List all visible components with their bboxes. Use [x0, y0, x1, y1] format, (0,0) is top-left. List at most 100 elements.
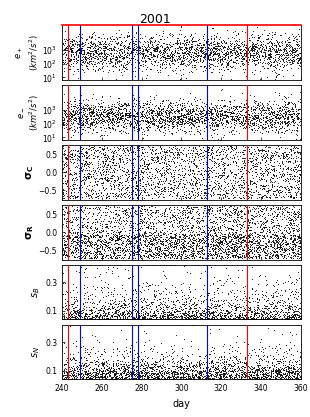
- Point: [161, 121, 166, 128]
- Point: [135, 193, 140, 200]
- Point: [188, 242, 193, 249]
- Point: [149, 184, 154, 191]
- Point: [109, 105, 114, 112]
- Point: [151, 158, 156, 165]
- Point: [135, 70, 140, 77]
- Point: [166, 314, 171, 320]
- Point: [72, 309, 77, 315]
- Point: [69, 45, 74, 52]
- Point: [255, 37, 259, 43]
- Point: [66, 120, 71, 126]
- Point: [126, 311, 131, 318]
- Point: [212, 160, 217, 167]
- Point: [112, 207, 117, 214]
- Point: [130, 359, 135, 366]
- Point: [113, 316, 118, 323]
- Point: [144, 359, 149, 366]
- Point: [86, 65, 91, 72]
- Point: [199, 45, 204, 52]
- Point: [206, 210, 211, 216]
- Point: [131, 371, 135, 377]
- Point: [198, 56, 203, 63]
- Point: [64, 250, 69, 257]
- Point: [170, 224, 175, 230]
- Point: [111, 189, 116, 196]
- Point: [244, 310, 249, 317]
- Point: [259, 106, 264, 113]
- Point: [135, 181, 140, 188]
- Point: [249, 47, 254, 54]
- Point: [145, 112, 150, 118]
- Point: [253, 239, 258, 246]
- Point: [227, 309, 232, 315]
- Point: [99, 238, 104, 245]
- Point: [113, 246, 118, 253]
- Point: [231, 106, 236, 113]
- Point: [67, 125, 72, 131]
- Point: [207, 308, 212, 314]
- Point: [171, 309, 176, 316]
- Point: [152, 375, 157, 382]
- Point: [116, 101, 121, 108]
- Point: [140, 109, 145, 116]
- Point: [258, 238, 263, 244]
- Point: [64, 315, 69, 322]
- Point: [174, 146, 179, 153]
- Point: [263, 125, 268, 132]
- Point: [63, 222, 68, 229]
- Point: [263, 255, 268, 261]
- Point: [84, 49, 89, 56]
- Point: [192, 181, 197, 187]
- Point: [133, 239, 138, 246]
- Point: [292, 368, 297, 375]
- Point: [66, 54, 71, 60]
- Point: [120, 72, 125, 78]
- Point: [71, 156, 76, 162]
- Point: [205, 206, 210, 213]
- Point: [246, 232, 251, 239]
- Point: [98, 50, 103, 56]
- Point: [228, 75, 233, 82]
- Point: [163, 46, 168, 53]
- Point: [157, 261, 162, 268]
- Point: [237, 241, 242, 247]
- Point: [259, 235, 264, 241]
- Point: [242, 353, 247, 360]
- Point: [95, 251, 100, 257]
- Point: [168, 316, 173, 323]
- Point: [237, 43, 242, 50]
- Point: [286, 126, 291, 132]
- Point: [283, 103, 288, 110]
- Point: [90, 95, 95, 101]
- Point: [239, 208, 244, 215]
- Point: [117, 244, 122, 250]
- Point: [177, 316, 182, 323]
- Point: [252, 128, 257, 135]
- Point: [194, 170, 199, 177]
- Point: [95, 158, 100, 164]
- Point: [215, 112, 220, 118]
- Point: [201, 42, 206, 48]
- Point: [288, 215, 293, 222]
- Point: [121, 316, 126, 323]
- Point: [99, 126, 104, 133]
- Point: [234, 227, 239, 234]
- Point: [235, 238, 240, 244]
- Point: [262, 305, 267, 311]
- Point: [111, 367, 116, 373]
- Point: [135, 183, 140, 189]
- Point: [71, 114, 76, 121]
- Point: [279, 113, 284, 120]
- Point: [166, 242, 171, 249]
- Point: [223, 152, 228, 159]
- Point: [132, 41, 137, 48]
- Point: [204, 100, 209, 107]
- Point: [141, 216, 146, 222]
- Point: [234, 249, 239, 256]
- Point: [133, 121, 138, 128]
- Point: [86, 44, 91, 50]
- Point: [294, 55, 299, 62]
- Point: [120, 244, 125, 251]
- Point: [142, 188, 147, 195]
- Point: [89, 316, 94, 323]
